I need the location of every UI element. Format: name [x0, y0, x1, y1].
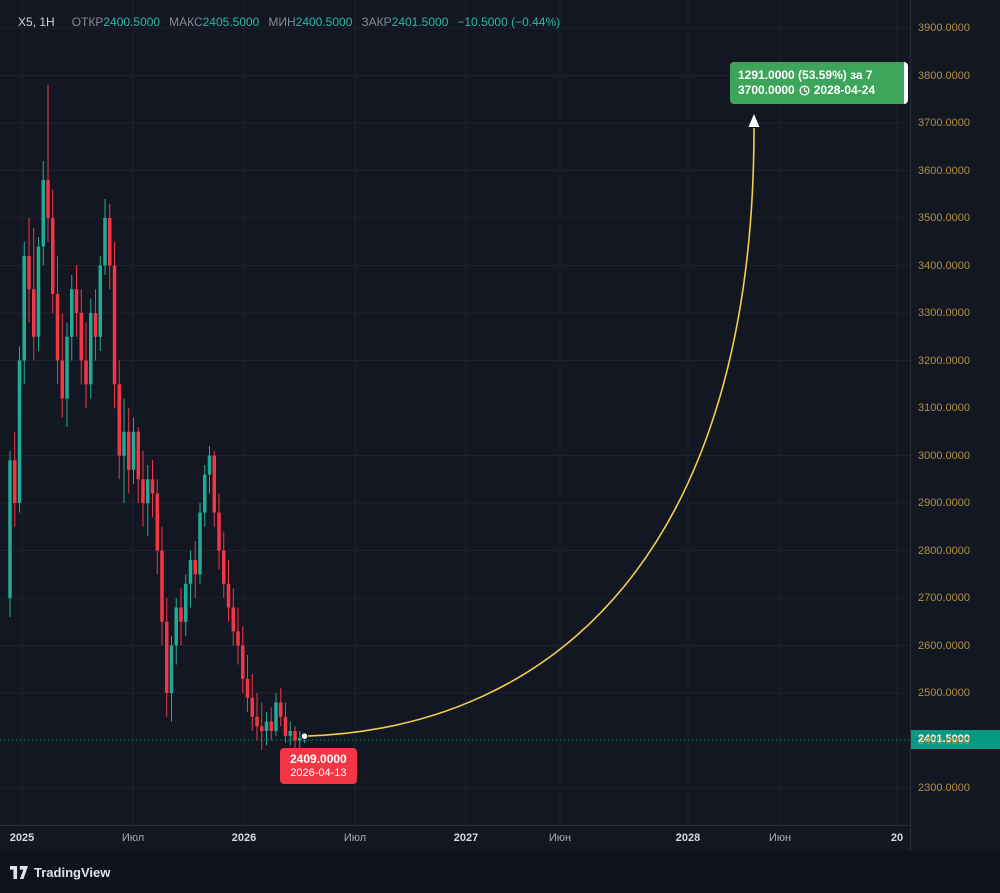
- price-axis-label: 3800.0000: [918, 69, 970, 82]
- price-axis-label: 3700.0000: [918, 117, 970, 129]
- tradingview-brand-text: TradingView: [34, 864, 111, 880]
- price-axis-label: 3900.0000: [918, 22, 970, 34]
- candlestick-canvas: [0, 0, 910, 825]
- projection-change-text: 1291.0000 (53.59%) за 7: [738, 68, 873, 82]
- high-value: 2405.5000: [202, 15, 260, 29]
- change-value: −10.5000 (−0.44%): [457, 15, 561, 29]
- projection-start-label[interactable]: 2409.0000 2026-04-13: [280, 748, 357, 784]
- time-axis-label: Июл: [121, 832, 145, 844]
- clock-icon: [799, 85, 810, 96]
- projection-target-date: 2028-04-24: [813, 83, 876, 97]
- close-label: ЗАКР: [361, 15, 392, 29]
- current-price-badge: 2401.5000: [911, 730, 1000, 750]
- open-label: ОТКР: [71, 15, 104, 29]
- time-axis-label: Июн: [768, 832, 792, 844]
- time-axis-label: Июл: [343, 832, 367, 844]
- time-axis-label: 2028: [675, 832, 701, 844]
- price-axis-label: 2900.0000: [918, 497, 970, 509]
- time-axis-label: 2026: [231, 832, 257, 844]
- price-axis-label: 2800.0000: [918, 544, 970, 557]
- price-axis-label: 2700.0000: [918, 592, 970, 604]
- chart-plot-area[interactable]: [0, 0, 910, 825]
- price-axis-label: 2300.0000: [918, 782, 970, 794]
- time-axis-label: 2027: [453, 832, 479, 844]
- price-axis-label: 2600.0000: [918, 639, 970, 652]
- time-axis[interactable]: 2025 Июл 2026 Июл 2027 Июн 2028 Июн 20: [0, 825, 1000, 852]
- price-axis-label: 2500.0000: [918, 687, 970, 699]
- price-axis-label: 3100.0000: [918, 402, 970, 414]
- close-value: 2401.5000: [391, 15, 449, 29]
- projection-target-price: 3700.0000: [738, 83, 795, 97]
- price-axis-label: 3500.0000: [918, 212, 970, 224]
- projection-target-label[interactable]: 1291.0000 (53.59%) за 7 3700.0000 2028-0…: [730, 62, 908, 104]
- open-value: 2400.5000: [103, 15, 161, 29]
- footer-bar: TradingView: [0, 851, 1000, 893]
- time-axis-label: 20: [890, 832, 904, 844]
- time-axis-label: 2025: [9, 832, 35, 844]
- projection-start-date: 2026-04-13: [290, 767, 347, 779]
- tradingview-logo[interactable]: TradingView: [10, 865, 110, 880]
- high-label: МАКС: [169, 15, 203, 29]
- price-axis-label: 3300.0000: [918, 307, 970, 319]
- price-axis-label: 3400.0000: [918, 259, 970, 272]
- price-axis-label: 3600.0000: [918, 164, 970, 177]
- projection-start-price: 2409.0000: [290, 752, 347, 766]
- time-axis-label: Июн: [548, 832, 572, 844]
- price-axis[interactable]: 2401.5000 2300.0000 2400.0000 2500.0000 260…: [910, 0, 1000, 851]
- symbol-interval-title[interactable]: X5, 1H: [18, 15, 55, 29]
- low-value: 2400.5000: [295, 15, 353, 29]
- chart-legend: X5, 1H ОТКР 2400.5000 МАКС 2405.5000 МИН…: [18, 15, 560, 29]
- low-label: МИН: [268, 15, 296, 29]
- price-axis-label: 2400.0000: [918, 734, 970, 747]
- price-axis-label: 3000.0000: [918, 449, 970, 462]
- tradingview-mark-icon: [10, 865, 28, 880]
- price-axis-label: 3200.0000: [918, 354, 970, 367]
